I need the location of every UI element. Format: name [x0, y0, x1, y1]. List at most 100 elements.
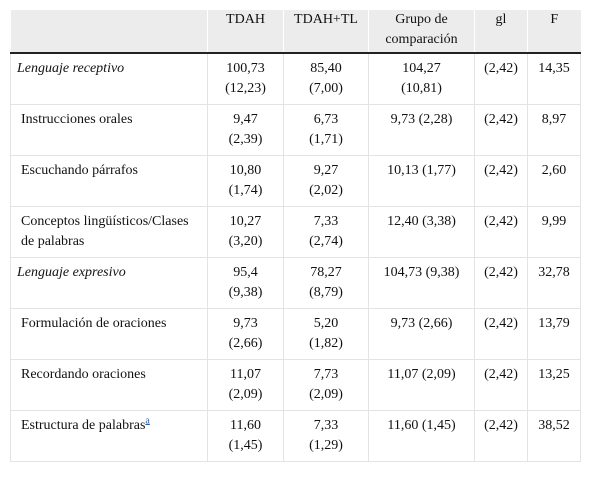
cell-line: (12,23): [225, 81, 266, 96]
cell-line: (10,81): [401, 81, 442, 96]
table-cell: 11,60 (1,45): [368, 410, 475, 462]
cell-line: 78,27: [310, 265, 342, 280]
table-cell: 9,73 (2,28): [368, 104, 475, 156]
table-row: Lenguaje receptivo 100,73 (12,23) 85,40 (7,0…: [10, 53, 581, 105]
table-cell: 10,80 (1,74): [207, 155, 284, 207]
cell-line: (2,74): [309, 234, 343, 249]
table-cell: 8,97: [527, 104, 581, 156]
column-header: TDAH: [207, 10, 284, 54]
row-label-text: Escuchando párrafos: [21, 163, 139, 178]
cell-line: 10,80: [229, 163, 262, 178]
cell-line: 7,33: [313, 418, 339, 433]
table-cell: 9,73 (2,66): [368, 308, 475, 360]
table-row: Recordando oraciones 11,07 (2,09) 7,73 (2,09…: [10, 359, 581, 411]
table-row: Estructura de palabrasa 11,60 (1,45) 7,33 (1…: [10, 410, 581, 462]
table-cell: 104,27 (10,81): [368, 53, 475, 105]
table-row: Instrucciones orales 9,47 (2,39) 6,73 (1,71)…: [10, 104, 581, 156]
table-cell: 2,60: [527, 155, 581, 207]
table-cell: 7,33 (1,29): [283, 410, 369, 462]
table-cell: (2,42): [474, 359, 528, 411]
cell-line: 104,73 (9,38): [383, 265, 460, 280]
cell-line: 9,27: [313, 163, 339, 178]
table-cell: 7,73 (2,09): [283, 359, 369, 411]
row-label: Escuchando párrafos: [10, 155, 208, 207]
cell-line: 10,27: [229, 214, 262, 229]
header-cell: [10, 10, 208, 54]
row-label-text: Estructura de palabras: [21, 418, 146, 433]
cell-line: (2,42): [484, 265, 518, 280]
table-cell: (2,42): [474, 155, 528, 207]
cell-line: (2,66): [228, 336, 263, 351]
row-label: Recordando oraciones: [10, 359, 208, 411]
table-cell: 9,99: [527, 206, 581, 258]
cell-line: 100,73: [226, 61, 265, 76]
table-cell: 6,73 (1,71): [283, 104, 369, 156]
cell-line: 13,25: [538, 367, 570, 382]
cell-line: 11,60 (1,45): [387, 418, 456, 433]
cell-line: (2,42): [484, 163, 518, 178]
column-header: Grupo de comparación: [368, 10, 475, 54]
cell-line: (1,29): [309, 438, 343, 453]
row-label-text: Instrucciones orales: [21, 112, 133, 127]
table-row: Lenguaje expresivo 95,4 (9,38) 78,27 (8,79) 1…: [10, 257, 581, 309]
cell-line: (2,02): [309, 183, 343, 198]
cell-line: (2,42): [484, 418, 518, 433]
table-cell: 32,78: [527, 257, 581, 309]
cell-line: 7,73: [313, 367, 339, 382]
cell-line: (2,42): [484, 214, 518, 229]
table-cell: 14,35: [527, 53, 581, 105]
table-cell: (2,42): [474, 410, 528, 462]
table-cell: 5,20 (1,82): [283, 308, 369, 360]
cell-line: 85,40: [310, 61, 342, 76]
row-label-text: Lenguaje expresivo: [17, 265, 126, 280]
row-label: Estructura de palabrasa: [10, 410, 208, 462]
table-cell: 10,27 (3,20): [207, 206, 284, 258]
table-cell: 12,40 (3,38): [368, 206, 475, 258]
cell-line: (1,82): [309, 336, 343, 351]
row-label: Instrucciones orales: [10, 104, 208, 156]
cell-line: (2,42): [484, 316, 518, 331]
table-cell: 13,79: [527, 308, 581, 360]
cell-line: 32,78: [538, 265, 570, 280]
footnote-link[interactable]: a: [145, 415, 150, 427]
cell-line: (2,39): [228, 132, 263, 147]
table-cell: (2,42): [474, 206, 528, 258]
column-header: TDAH+TL: [283, 10, 369, 54]
row-label-text: Lenguaje receptivo: [17, 61, 125, 76]
cell-line: (2,09): [309, 387, 343, 402]
cell-line: 95,4: [233, 265, 258, 280]
data-table: TDAH TDAH+TL Grupo de comparación gl F Lengu…: [10, 10, 581, 462]
cell-line: 2,60: [541, 163, 567, 178]
column-header: gl: [474, 10, 528, 54]
cell-line: (2,42): [484, 61, 518, 76]
row-label: Conceptos lingüísticos/Clases de palabra…: [10, 206, 208, 258]
cell-line: (3,20): [228, 234, 263, 249]
cell-line: (8,79): [309, 285, 343, 300]
row-label: Lenguaje receptivo: [10, 53, 208, 105]
table-cell: 9,27 (2,02): [283, 155, 369, 207]
cell-line: 38,52: [538, 418, 570, 433]
cell-line: 11,07 (2,09): [387, 367, 456, 382]
cell-line: (1,71): [309, 132, 343, 147]
cell-line: 12,40 (3,38): [387, 214, 456, 229]
table-cell: (2,42): [474, 257, 528, 309]
cell-line: 5,20: [313, 316, 339, 331]
cell-line: (7,00): [309, 81, 343, 96]
row-label-text: Conceptos lingüísticos/Clases de palabra…: [21, 214, 189, 249]
cell-line: 13,79: [538, 316, 570, 331]
table-cell: 100,73 (12,23): [207, 53, 284, 105]
table-cell: 13,25: [527, 359, 581, 411]
table-row: Escuchando párrafos 10,80 (1,74) 9,27 (2,02)…: [10, 155, 581, 207]
cell-line: 9,73: [233, 316, 258, 331]
cell-line: (1,45): [228, 438, 263, 453]
table-cell: (2,42): [474, 53, 528, 105]
cell-line: 9,73 (2,66): [390, 316, 453, 331]
cell-line: 104,27: [402, 61, 441, 76]
table-body: Lenguaje receptivo 100,73 (12,23) 85,40 (7,0…: [10, 53, 581, 462]
cell-line: 14,35: [538, 61, 570, 76]
row-label: Lenguaje expresivo: [10, 257, 208, 309]
row-label-text: Recordando oraciones: [21, 367, 146, 382]
table-cell: 10,13 (1,77): [368, 155, 475, 207]
cell-line: 11,60: [230, 418, 261, 433]
